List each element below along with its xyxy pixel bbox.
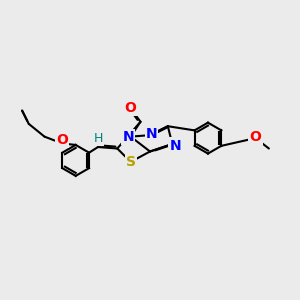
Text: O: O: [250, 130, 262, 144]
Text: N: N: [169, 139, 181, 152]
Text: H: H: [94, 132, 103, 145]
Text: N: N: [122, 130, 134, 144]
Text: S: S: [126, 155, 136, 169]
Text: O: O: [56, 133, 68, 147]
Text: N: N: [146, 127, 157, 141]
Text: O: O: [125, 101, 136, 116]
